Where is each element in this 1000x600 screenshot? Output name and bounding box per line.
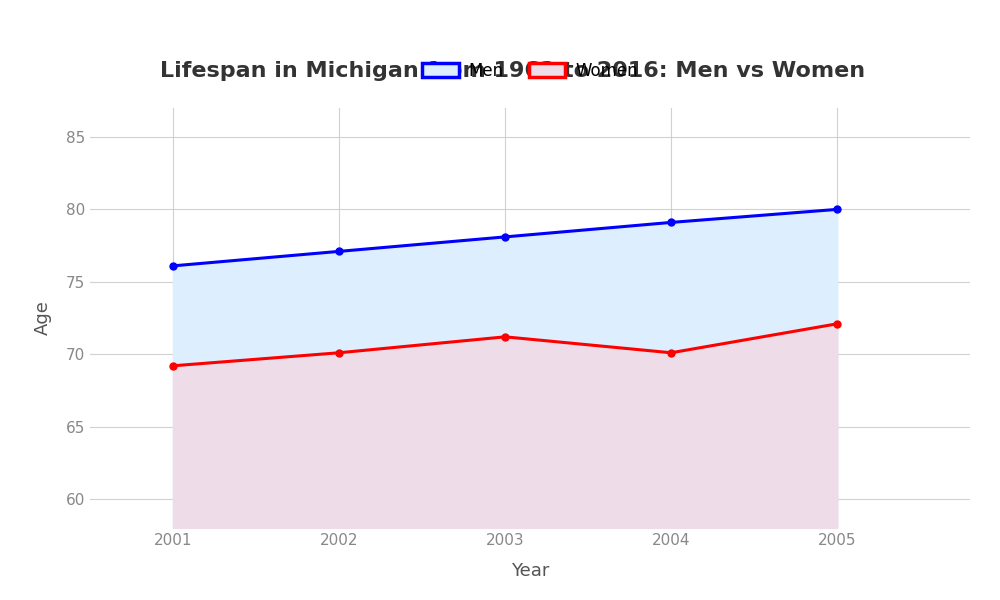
X-axis label: Year: Year [511, 562, 549, 580]
Legend: Men, Women: Men, Women [422, 62, 638, 80]
Y-axis label: Age: Age [34, 301, 52, 335]
Text: Lifespan in Michigan from 1962 to 2016: Men vs Women: Lifespan in Michigan from 1962 to 2016: … [160, 61, 866, 82]
